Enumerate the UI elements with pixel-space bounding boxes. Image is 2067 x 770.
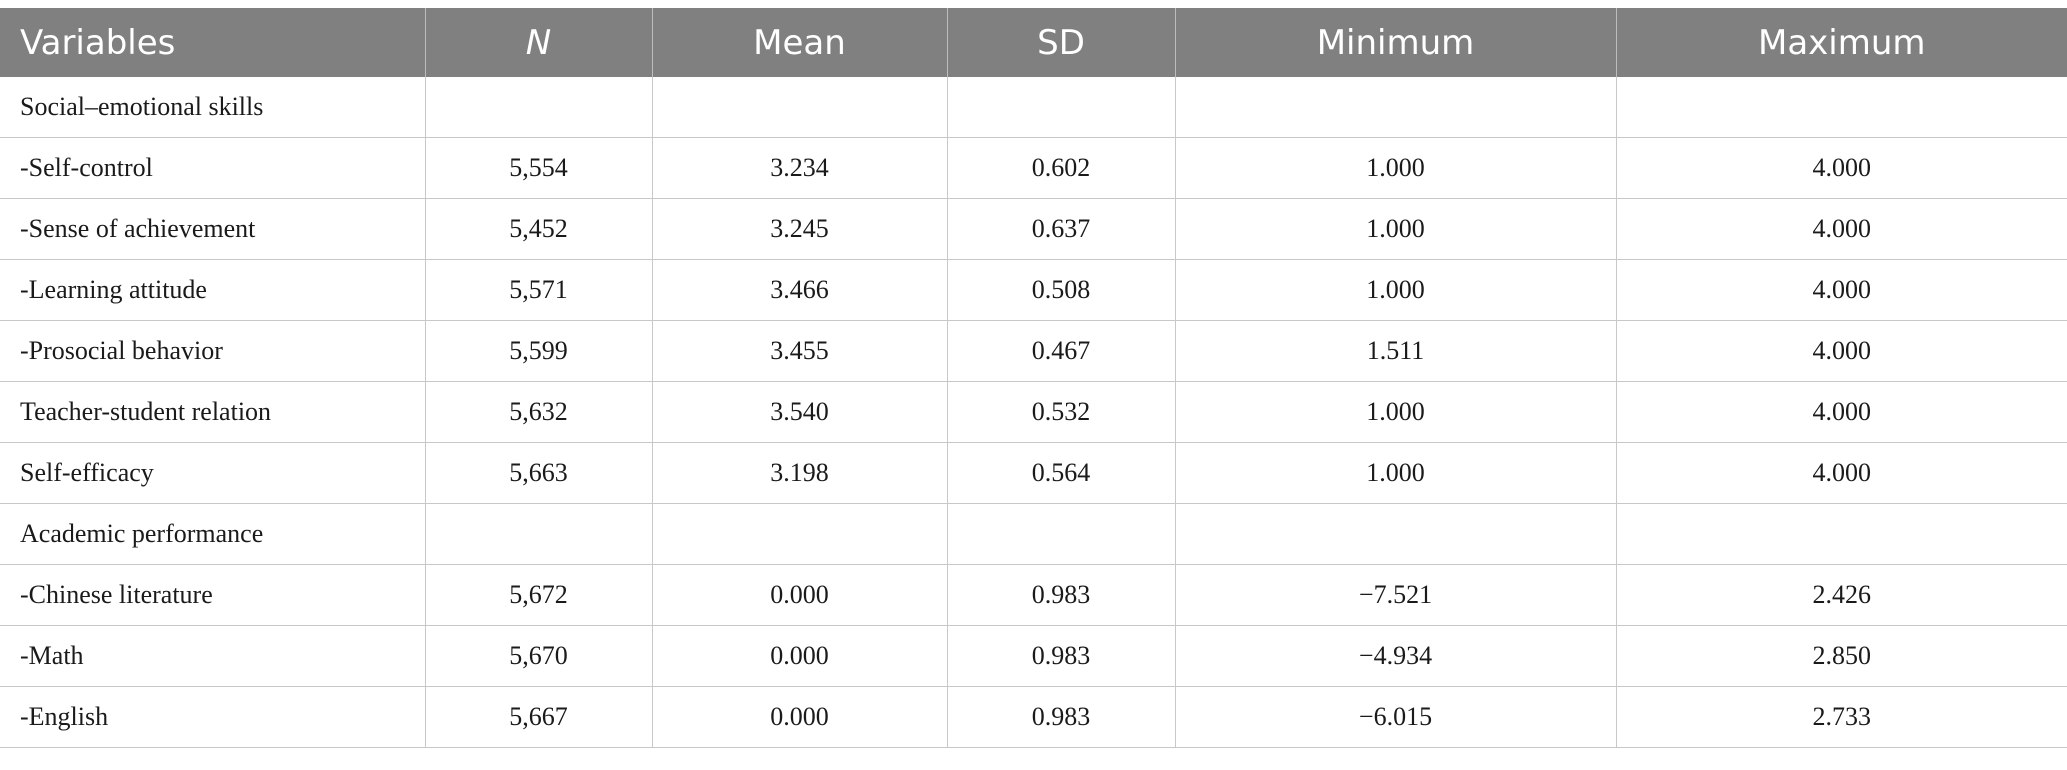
n-cell: 5,672 <box>425 564 653 626</box>
mean-cell: 3.466 <box>652 259 948 321</box>
n-cell: 5,632 <box>425 381 653 443</box>
table-row: -English 5,667 0.000 0.983 −6.015 2.733 <box>0 686 2067 748</box>
header-minimum: Minimum <box>1175 8 1617 77</box>
variable-cell: -Chinese literature <box>0 564 426 626</box>
maximum-cell <box>1616 77 2067 138</box>
mean-cell: 0.000 <box>652 564 948 626</box>
maximum-cell: 2.733 <box>1616 686 2067 748</box>
minimum-cell: 1.000 <box>1175 137 1617 199</box>
mean-cell <box>652 77 948 138</box>
sd-cell: 0.467 <box>947 320 1176 382</box>
variable-cell: Social–emotional skills <box>0 77 426 138</box>
n-cell: 5,663 <box>425 442 653 504</box>
maximum-cell: 4.000 <box>1616 442 2067 504</box>
minimum-cell: 1.000 <box>1175 198 1617 260</box>
minimum-cell: 1.000 <box>1175 381 1617 443</box>
descriptive-statistics-table: Variables N Mean SD Minimum Maximum Soci… <box>0 8 2067 748</box>
minimum-cell: 1.511 <box>1175 320 1617 382</box>
table-row: Teacher-student relation 5,632 3.540 0.5… <box>0 381 2067 443</box>
table-row: Social–emotional skills <box>0 77 2067 138</box>
variable-cell: -Sense of achievement <box>0 198 426 260</box>
table-row: -Sense of achievement 5,452 3.245 0.637 … <box>0 198 2067 260</box>
minimum-cell <box>1175 503 1617 565</box>
sd-cell: 0.983 <box>947 625 1176 687</box>
variable-cell: -Math <box>0 625 426 687</box>
maximum-cell: 4.000 <box>1616 320 2067 382</box>
mean-cell: 3.455 <box>652 320 948 382</box>
maximum-cell: 4.000 <box>1616 137 2067 199</box>
table-row: -Chinese literature 5,672 0.000 0.983 −7… <box>0 564 2067 626</box>
table-row: Academic performance <box>0 503 2067 565</box>
sd-cell: 0.637 <box>947 198 1176 260</box>
n-cell: 5,670 <box>425 625 653 687</box>
table-row: -Learning attitude 5,571 3.466 0.508 1.0… <box>0 259 2067 321</box>
mean-cell: 0.000 <box>652 686 948 748</box>
sd-cell: 0.602 <box>947 137 1176 199</box>
sd-cell: 0.532 <box>947 381 1176 443</box>
mean-cell: 3.540 <box>652 381 948 443</box>
mean-cell: 3.198 <box>652 442 948 504</box>
n-cell: 5,554 <box>425 137 653 199</box>
header-variables: Variables <box>0 8 426 77</box>
n-cell <box>425 503 653 565</box>
header-maximum: Maximum <box>1616 8 2067 77</box>
variable-cell: Teacher-student relation <box>0 381 426 443</box>
mean-cell: 3.245 <box>652 198 948 260</box>
header-row: Variables N Mean SD Minimum Maximum <box>0 8 2067 77</box>
variable-cell: -Learning attitude <box>0 259 426 321</box>
sd-cell <box>947 503 1176 565</box>
maximum-cell: 2.426 <box>1616 564 2067 626</box>
maximum-cell: 4.000 <box>1616 259 2067 321</box>
header-n: N <box>425 8 653 77</box>
n-cell: 5,571 <box>425 259 653 321</box>
maximum-cell: 4.000 <box>1616 381 2067 443</box>
header-mean: Mean <box>652 8 948 77</box>
sd-cell: 0.564 <box>947 442 1176 504</box>
mean-cell: 0.000 <box>652 625 948 687</box>
sd-cell: 0.983 <box>947 686 1176 748</box>
mean-cell <box>652 503 948 565</box>
maximum-cell <box>1616 503 2067 565</box>
variable-cell: -Self-control <box>0 137 426 199</box>
table-row: Self-efficacy 5,663 3.198 0.564 1.000 4.… <box>0 442 2067 504</box>
table-row: -Self-control 5,554 3.234 0.602 1.000 4.… <box>0 137 2067 199</box>
minimum-cell: −7.521 <box>1175 564 1617 626</box>
minimum-cell: −4.934 <box>1175 625 1617 687</box>
n-cell <box>425 77 653 138</box>
variable-cell: Academic performance <box>0 503 426 565</box>
maximum-cell: 2.850 <box>1616 625 2067 687</box>
n-cell: 5,599 <box>425 320 653 382</box>
sd-cell: 0.983 <box>947 564 1176 626</box>
variable-cell: -Prosocial behavior <box>0 320 426 382</box>
mean-cell: 3.234 <box>652 137 948 199</box>
sd-cell: 0.508 <box>947 259 1176 321</box>
minimum-cell: 1.000 <box>1175 259 1617 321</box>
n-cell: 5,452 <box>425 198 653 260</box>
table-row: -Prosocial behavior 5,599 3.455 0.467 1.… <box>0 320 2067 382</box>
minimum-cell <box>1175 77 1617 138</box>
minimum-cell: −6.015 <box>1175 686 1617 748</box>
minimum-cell: 1.000 <box>1175 442 1617 504</box>
table-row: -Math 5,670 0.000 0.983 −4.934 2.850 <box>0 625 2067 687</box>
sd-cell <box>947 77 1176 138</box>
variable-cell: -English <box>0 686 426 748</box>
variable-cell: Self-efficacy <box>0 442 426 504</box>
header-sd: SD <box>947 8 1176 77</box>
n-cell: 5,667 <box>425 686 653 748</box>
maximum-cell: 4.000 <box>1616 198 2067 260</box>
